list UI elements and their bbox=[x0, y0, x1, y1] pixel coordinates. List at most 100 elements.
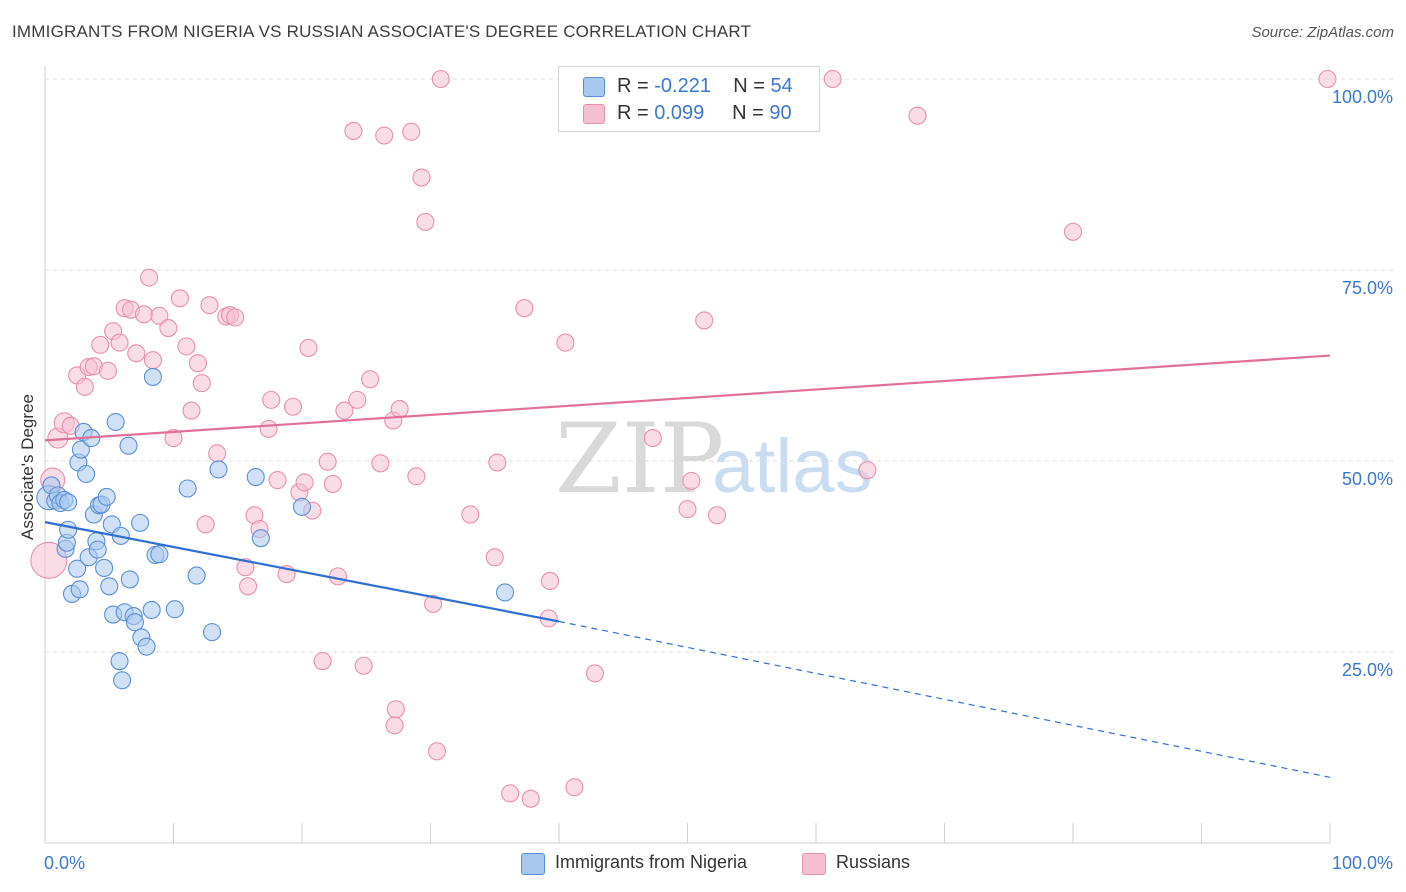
y-axis-label: Associate's Degree bbox=[18, 394, 37, 540]
r-label: R = bbox=[617, 75, 655, 97]
russians-point bbox=[1318, 69, 1337, 89]
russians-point bbox=[407, 467, 426, 486]
russians-point bbox=[556, 333, 575, 352]
nigeria-trend-line bbox=[44, 521, 560, 623]
nigeria-point bbox=[495, 583, 515, 602]
nigeria-point bbox=[88, 540, 107, 559]
russians-point bbox=[208, 444, 227, 463]
russians-point bbox=[238, 577, 258, 596]
russians-points bbox=[30, 69, 1337, 808]
nigeria-point bbox=[68, 559, 87, 578]
y-tick-label: 50.0% bbox=[1342, 469, 1393, 489]
russians-point bbox=[75, 377, 94, 396]
russians-point bbox=[262, 390, 281, 409]
russians-point bbox=[348, 390, 367, 409]
russians-point bbox=[188, 354, 207, 373]
russians-point bbox=[695, 311, 714, 330]
russians-point bbox=[127, 344, 146, 363]
russians-point bbox=[823, 69, 842, 89]
nigeria-point bbox=[100, 577, 119, 596]
russians-point bbox=[236, 558, 255, 577]
russians-point bbox=[110, 333, 129, 352]
x-tick-label: 0.0% bbox=[44, 853, 85, 873]
axes bbox=[44, 66, 1331, 844]
nigeria-point bbox=[131, 513, 150, 532]
nigeria-point bbox=[150, 545, 169, 564]
nigeria-point bbox=[120, 570, 139, 589]
russians-point bbox=[427, 742, 446, 761]
russians-point bbox=[515, 299, 534, 318]
russians-point bbox=[177, 337, 196, 356]
russians-point bbox=[461, 505, 480, 524]
watermark-atlas: atlas bbox=[712, 424, 873, 509]
nigeria-legend-swatch bbox=[521, 853, 545, 875]
russians-point bbox=[259, 419, 278, 438]
y-tick-label: 100.0% bbox=[1332, 87, 1393, 107]
nigeria-point bbox=[143, 367, 162, 387]
nigeria-swatch bbox=[583, 77, 605, 97]
russians-point bbox=[858, 461, 877, 480]
russians-point bbox=[164, 429, 183, 448]
nigeria-point bbox=[251, 529, 270, 548]
nigeria-point bbox=[209, 460, 228, 479]
russians-point bbox=[385, 716, 404, 735]
russians-point bbox=[170, 289, 189, 308]
russians-point bbox=[299, 338, 318, 357]
nigeria-point bbox=[71, 440, 91, 459]
russians-point bbox=[268, 471, 287, 490]
russians-point bbox=[585, 664, 605, 683]
y-tick-label: 25.0% bbox=[1342, 660, 1393, 680]
n-label: N = bbox=[732, 102, 770, 124]
r-value-russians: 0.099 bbox=[654, 102, 705, 124]
nigeria-legend-label: Immigrants from Nigeria bbox=[555, 852, 748, 872]
russians-point bbox=[416, 212, 435, 231]
source-label: Source: ZipAtlas.com bbox=[1251, 24, 1394, 41]
nigeria-point bbox=[178, 479, 197, 498]
nigeria-point bbox=[70, 580, 89, 599]
nigeria-point bbox=[246, 467, 265, 487]
y-tick-label: 75.0% bbox=[1342, 278, 1393, 298]
russians-trend-line bbox=[44, 354, 1331, 442]
nigeria-point bbox=[137, 637, 156, 656]
nigeria-point bbox=[165, 600, 184, 619]
watermark-zip: ZIP bbox=[555, 403, 724, 515]
r-label: R = bbox=[617, 102, 655, 124]
russians-point bbox=[328, 567, 348, 586]
russians-point bbox=[354, 656, 373, 675]
nigeria-point bbox=[106, 412, 125, 432]
russians-point bbox=[682, 471, 701, 490]
nigeria-point bbox=[110, 652, 129, 671]
russians-point bbox=[361, 370, 380, 389]
russians-point bbox=[335, 401, 354, 420]
russians-point bbox=[143, 351, 162, 370]
nigeria-trend-extension bbox=[558, 620, 1331, 778]
russians-point bbox=[283, 397, 303, 416]
nigeria-point bbox=[97, 487, 116, 506]
russians-point bbox=[485, 548, 504, 567]
russians-point bbox=[431, 69, 450, 89]
nigeria-point bbox=[187, 566, 206, 585]
nigeria-point bbox=[125, 613, 144, 632]
russians-point bbox=[708, 506, 727, 525]
nigeria-point bbox=[203, 623, 222, 642]
russians-point bbox=[344, 121, 363, 141]
russians-point bbox=[540, 571, 560, 590]
russians-legend-label: Russians bbox=[836, 852, 911, 872]
x-tick-labels: 0.0% 100.0% bbox=[44, 853, 1393, 873]
russians-point bbox=[678, 500, 697, 519]
n-value-russians: 90 bbox=[769, 102, 792, 124]
russians-point bbox=[643, 429, 662, 448]
russians-point bbox=[565, 778, 584, 797]
russians-point bbox=[196, 515, 215, 534]
russians-point bbox=[295, 473, 314, 492]
russians-point bbox=[140, 268, 159, 287]
russians-point bbox=[98, 361, 118, 380]
russians-point bbox=[91, 335, 110, 354]
russians-point bbox=[371, 454, 390, 473]
nigeria-point bbox=[77, 464, 96, 484]
russians-point bbox=[318, 452, 337, 471]
russians-point bbox=[313, 652, 332, 671]
trend-lines bbox=[44, 354, 1331, 778]
stats-legend: R = -0.221 N = 54 R = 0.099 N = 90 bbox=[558, 66, 820, 132]
